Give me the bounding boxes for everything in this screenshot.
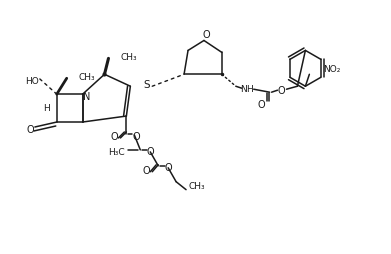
Text: H: H: [43, 103, 50, 112]
Text: N: N: [240, 84, 247, 93]
Text: O: O: [133, 131, 140, 141]
Text: O: O: [164, 162, 172, 172]
Text: O: O: [142, 165, 150, 175]
Text: NO₂: NO₂: [323, 65, 341, 73]
Text: S: S: [143, 80, 150, 90]
Text: O: O: [111, 131, 118, 141]
Text: N: N: [83, 92, 90, 102]
Text: O: O: [278, 86, 285, 96]
Text: O: O: [26, 124, 34, 134]
Text: O: O: [147, 146, 154, 156]
Text: CH₃: CH₃: [120, 53, 137, 62]
Text: H: H: [246, 84, 253, 93]
Text: H₃C: H₃C: [108, 148, 124, 157]
Text: O: O: [258, 100, 265, 110]
Text: CH₃: CH₃: [79, 72, 95, 82]
Text: CH₃: CH₃: [188, 181, 204, 190]
Text: HO: HO: [25, 76, 39, 85]
Text: O: O: [202, 29, 210, 39]
